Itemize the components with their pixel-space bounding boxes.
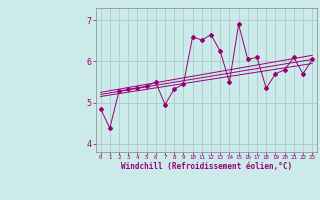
X-axis label: Windchill (Refroidissement éolien,°C): Windchill (Refroidissement éolien,°C) — [121, 162, 292, 171]
